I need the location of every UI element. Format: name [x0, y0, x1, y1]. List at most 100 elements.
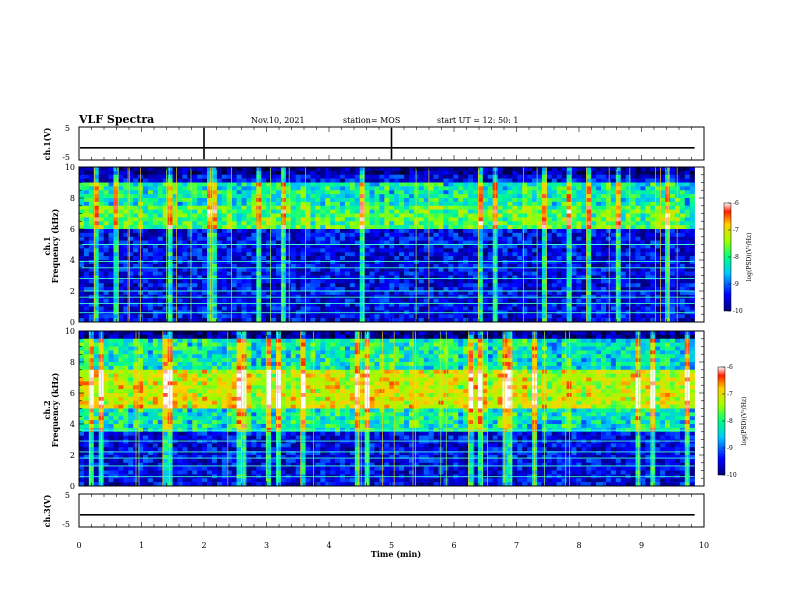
spectrogram-cell — [221, 263, 228, 269]
spectrogram-cell — [433, 209, 439, 214]
spectrogram-cell — [566, 178, 572, 183]
spectrogram-cell — [689, 236, 695, 241]
spectrogram-cell — [374, 217, 380, 222]
spectrogram-cell — [502, 244, 508, 249]
spectrogram-cell — [586, 232, 592, 238]
spectrogram-cell — [335, 221, 341, 226]
spectrogram-cell — [453, 221, 459, 226]
spectrogram-cell — [615, 201, 622, 207]
spectrogram-cell — [497, 298, 503, 303]
spectrogram-cell — [566, 287, 572, 292]
spectrogram-cell — [374, 194, 380, 199]
spectrogram-cell — [128, 232, 134, 238]
spectrogram-cell — [344, 271, 351, 276]
spectrogram-cell — [468, 186, 474, 191]
spectrogram-cell — [689, 221, 695, 226]
spectrogram-cell — [615, 229, 622, 234]
spectrogram-cell — [103, 302, 109, 307]
spectrogram-cell — [221, 229, 228, 234]
spectrogram-cell — [211, 201, 218, 207]
spectrogram-cell — [349, 201, 356, 207]
spectrogram-cell — [152, 314, 159, 319]
spectrogram-cell — [532, 287, 538, 292]
spectrogram-cell — [88, 314, 95, 319]
spectrogram-cell — [551, 186, 558, 191]
spectrogram-cell — [192, 244, 198, 249]
spectrogram-cell — [325, 236, 331, 241]
spectrogram-cell — [172, 240, 178, 245]
spectrogram-cell — [517, 170, 523, 176]
spectrogram-cell — [330, 275, 336, 280]
spectrogram-cell — [187, 198, 193, 203]
spectrogram-cell — [473, 167, 479, 172]
spectrogram-cell — [610, 182, 617, 187]
spectrogram-cell — [207, 205, 213, 210]
spectrogram-cell — [133, 194, 139, 199]
spectrogram-cell — [143, 252, 149, 257]
spectrogram-cell — [364, 306, 370, 311]
spectrogram-cell — [315, 174, 321, 179]
spectrogram-cell — [423, 302, 429, 307]
spectrogram-cell — [177, 260, 183, 265]
spectrogram-cell — [423, 279, 429, 284]
spectrogram-cell — [576, 190, 582, 195]
spectrogram-cell — [571, 291, 577, 296]
spectrogram-cell — [591, 302, 597, 307]
spectrogram-cell — [93, 198, 99, 203]
spectrogram-cell — [433, 182, 439, 187]
spectrogram-cell — [423, 244, 429, 249]
spectrogram-cell — [157, 306, 164, 311]
spectrogram-cell — [231, 170, 237, 176]
spectrogram-cell — [453, 263, 459, 269]
spectrogram-cell — [310, 178, 316, 183]
spectrogram-cell — [330, 167, 336, 172]
spectrogram-cell — [226, 170, 232, 176]
spectrogram-cell — [276, 201, 282, 207]
spectrogram-cell — [211, 291, 218, 296]
spectrogram-cell — [93, 271, 99, 276]
spectrogram-cell — [374, 205, 380, 210]
spectrogram-cell — [241, 252, 247, 257]
spectrogram-cell — [300, 260, 306, 265]
spectrogram-cell — [438, 174, 444, 179]
spectrogram-cell — [615, 213, 622, 218]
spectrogram-cell — [679, 291, 686, 296]
spectrogram-cell — [601, 240, 607, 245]
spectrogram-cell — [83, 263, 90, 269]
spectrogram-cell — [344, 198, 351, 203]
spectrogram-cell — [369, 217, 375, 222]
spectrogram-cell — [389, 201, 395, 207]
spectrogram-cell — [167, 291, 173, 296]
spectrogram-cell — [576, 194, 582, 199]
spectrogram-cell — [413, 209, 420, 214]
spectrogram-cell — [236, 267, 242, 272]
spectrogram-cell — [566, 201, 572, 207]
spectrogram-cell — [364, 302, 370, 307]
spectrogram-cell — [143, 225, 149, 230]
spectrogram-cell — [349, 194, 356, 199]
spectrogram-cell — [364, 205, 370, 210]
spectrogram-cell — [290, 287, 296, 292]
spectrogram-cell — [640, 271, 646, 276]
spectrogram-cell — [635, 213, 641, 218]
spectrogram-cell — [349, 225, 356, 230]
spectrogram-cell — [320, 178, 326, 183]
spectrogram-cell — [285, 244, 292, 249]
spectrogram-cell — [79, 190, 85, 195]
spectrogram-cell — [517, 232, 523, 238]
spectrogram-cell — [192, 194, 198, 199]
spectrogram-cell — [266, 221, 272, 226]
spectrogram-cell — [177, 275, 183, 280]
spectrogram-cell — [517, 248, 523, 253]
spectrogram-cell — [482, 217, 489, 222]
spectrogram-cell — [482, 240, 489, 245]
spectrogram-cell — [448, 252, 454, 257]
spectrogram-cell — [610, 225, 617, 230]
spectrogram-cell — [527, 198, 533, 203]
spectrogram-cell — [369, 275, 375, 280]
spectrogram-cell — [438, 178, 444, 183]
spectrogram-cell — [93, 240, 99, 245]
spectrogram-cell — [423, 217, 429, 222]
spectrogram-cell — [507, 279, 513, 284]
spectrogram-cell — [354, 267, 361, 272]
